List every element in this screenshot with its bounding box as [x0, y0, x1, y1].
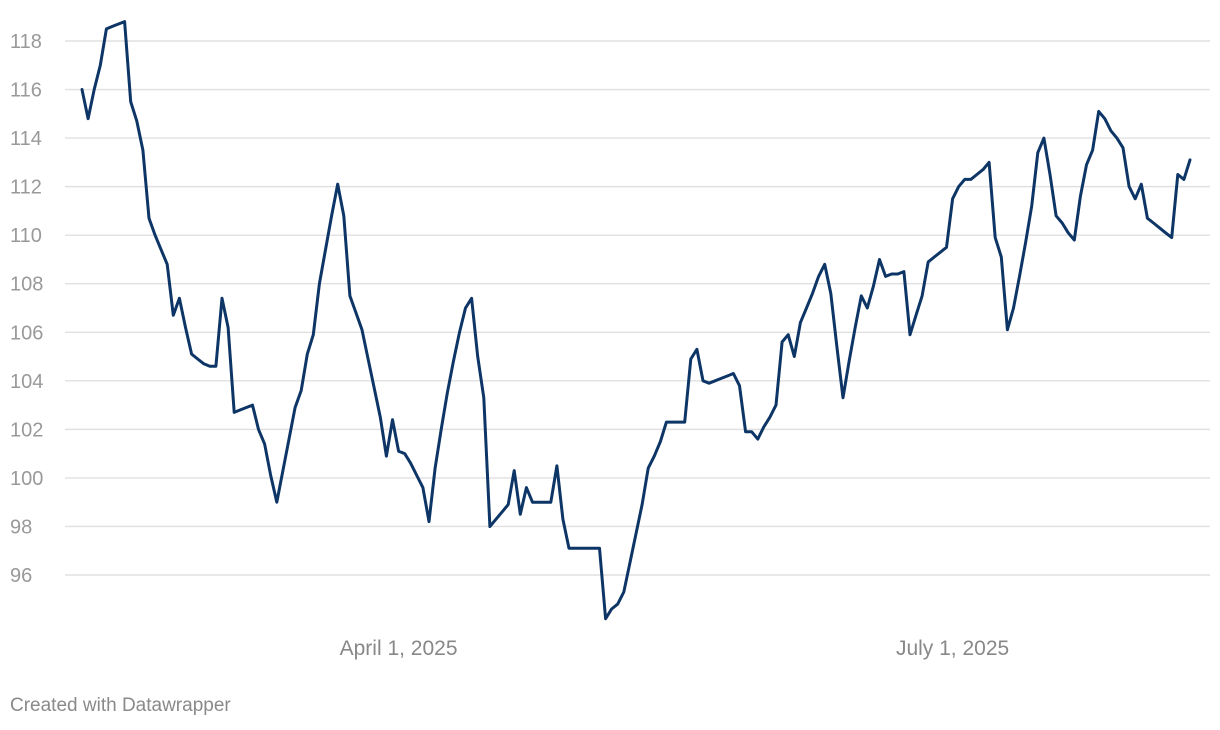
y-tick-label: 102	[10, 419, 43, 441]
x-tick-label: July 1, 2025	[896, 637, 1009, 660]
y-tick-label: 108	[10, 274, 43, 296]
y-tick-label: 112	[10, 177, 42, 199]
series-layer	[80, 20, 1192, 621]
x-tick-label: April 1, 2025	[340, 637, 458, 660]
y-tick-label: 100	[10, 468, 43, 490]
y-tick-label: 98	[10, 516, 32, 538]
y-tick-label: 106	[10, 322, 43, 344]
series-line	[80, 20, 1192, 621]
y-tick-label: 118	[10, 31, 42, 53]
y-tick-label: 110	[10, 225, 42, 247]
y-tick-label: 104	[10, 371, 43, 393]
y-tick-label: 96	[10, 565, 32, 587]
x-axis-tick-labels: April 1, 2025 July 1, 2025	[340, 637, 1010, 660]
y-tick-label: 114	[10, 128, 42, 150]
datawrapper-credit: Created with Datawrapper	[10, 695, 231, 716]
y-tick-label: 116	[10, 80, 42, 102]
line-chart: 96 98 100 102 104 106 108 110 112 114 116 118 April…	[10, 20, 1210, 660]
y-axis-tick-labels: 96 98 100 102 104 106 108 110 112 114 116 118	[10, 31, 43, 587]
gridlines	[65, 40, 1210, 576]
